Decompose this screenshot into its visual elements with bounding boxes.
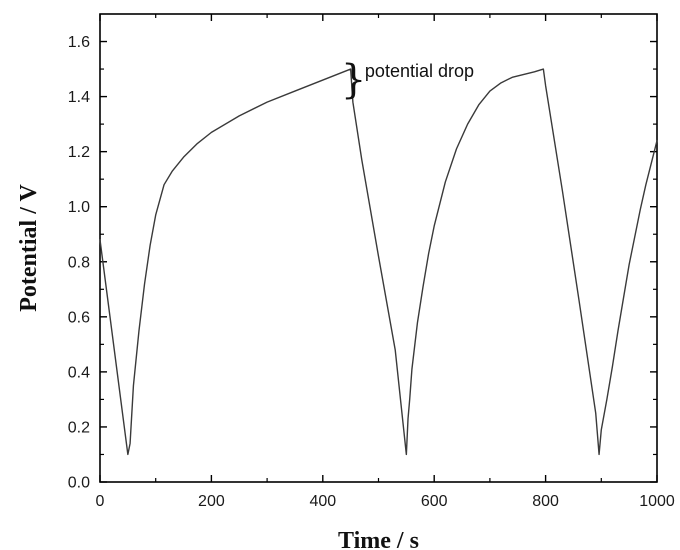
y-tick-label: 1.0	[68, 199, 90, 216]
x-tick-label: 600	[421, 493, 448, 510]
y-tick-label: 0.4	[68, 364, 90, 381]
x-tick-label: 0	[96, 493, 105, 510]
y-tick-label: 1.2	[68, 144, 90, 161]
y-axis-title: Potential / V	[16, 184, 42, 312]
annotation-text: potential drop	[365, 61, 474, 81]
series-line-0	[99, 68, 658, 456]
annotation-brace: }	[341, 57, 366, 103]
x-tick-label: 800	[532, 493, 559, 510]
series-layer	[99, 68, 658, 456]
annotation-layer: }potential drop	[341, 57, 474, 103]
x-tick-label: 1000	[639, 493, 675, 510]
x-axis-title: Time / s	[338, 528, 419, 550]
x-tick-label: 200	[198, 493, 225, 510]
y-tick-label: 1.6	[68, 34, 90, 51]
x-tick-label: 400	[309, 493, 336, 510]
y-tick-label: 0.2	[68, 419, 90, 436]
x-axis-ticks: 0 200 400 600 800 1000	[96, 14, 675, 510]
y-tick-label: 0.0	[68, 475, 90, 492]
y-tick-label: 1.4	[68, 89, 90, 106]
y-tick-label: 0.6	[68, 309, 90, 326]
y-tick-label: 0.8	[68, 254, 90, 271]
y-axis-ticks: 0.0 0.2 0.4 0.6 0.8 1.0 1.2 1.4 1.6	[68, 34, 657, 492]
